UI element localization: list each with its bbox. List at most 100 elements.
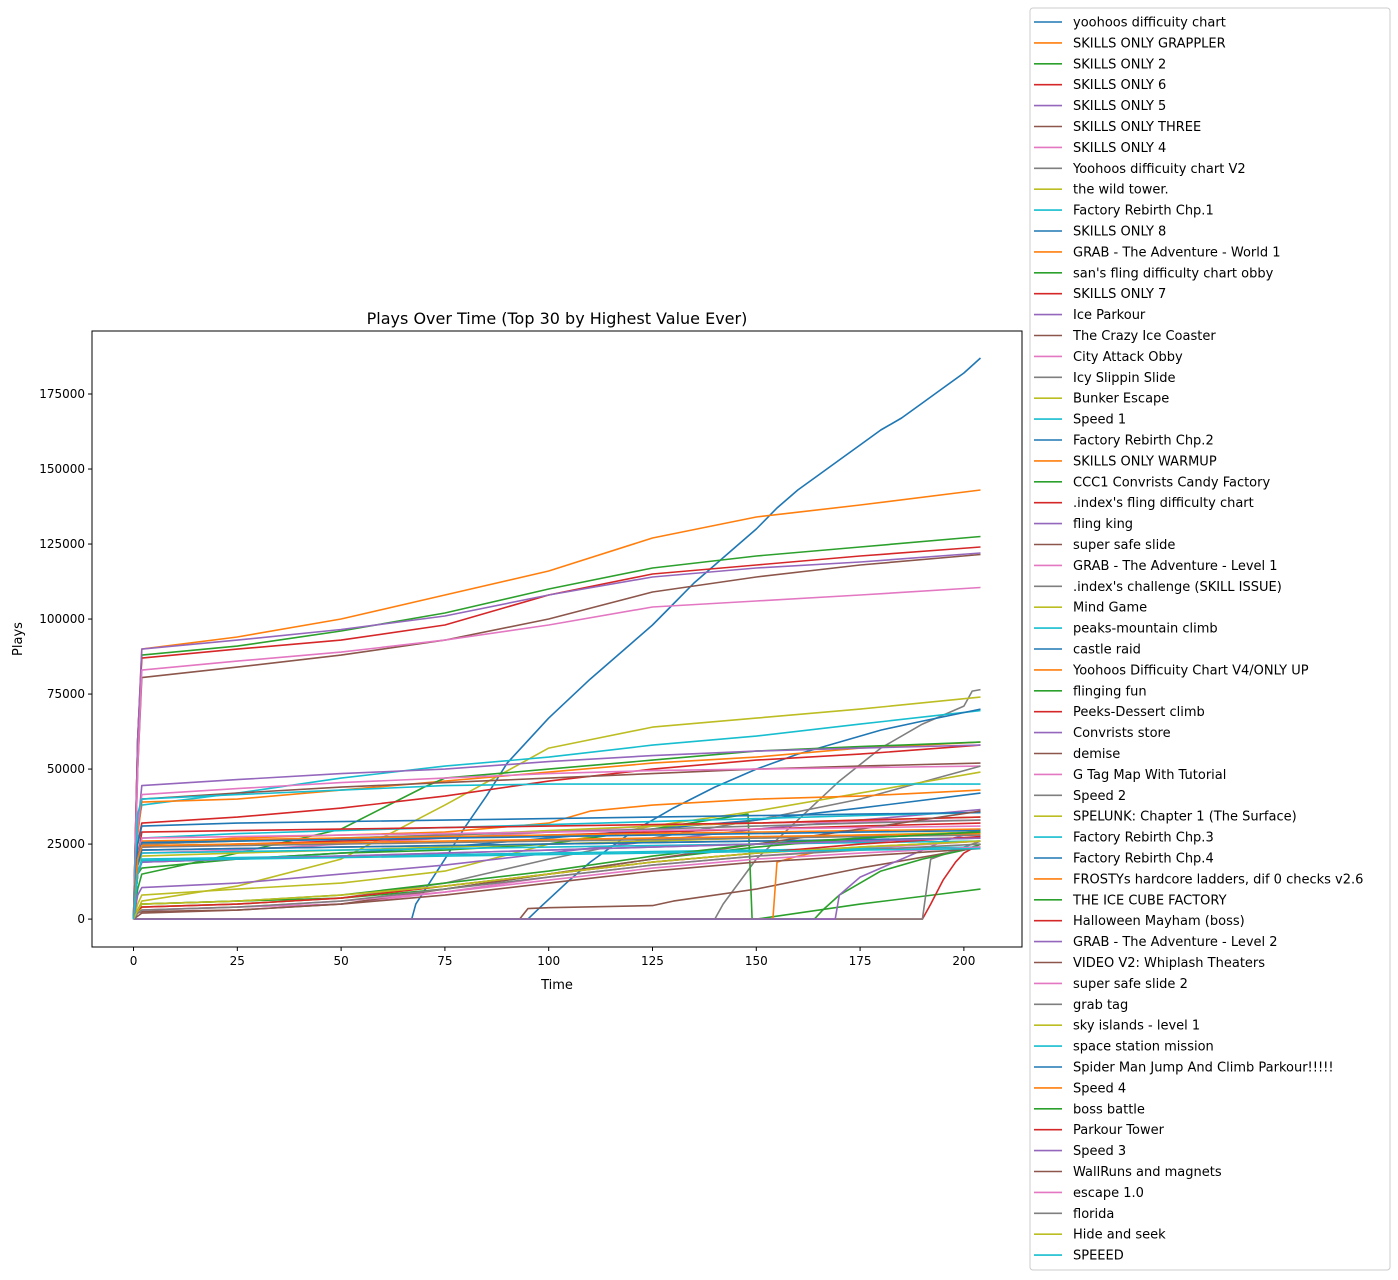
series-line-5 [132,552,981,920]
legend-label-36: demise [1073,747,1120,762]
legend-label-8: Yoohoos difficuity chart V2 [1072,162,1246,177]
y-tick-label-1: 25000 [47,837,85,851]
legend-label-33: flinging fun [1073,684,1147,699]
legend-label-41: Factory Rebirth Chp.4 [1073,852,1214,867]
legend-label-23: CCC1 Convrists Candy Factory [1073,475,1270,490]
y-tick-label-3: 75000 [47,687,85,701]
legend-label-59: Hide and seek [1073,1228,1166,1243]
series-line-60 [132,847,981,920]
legend-label-16: The Crazy Ice Coaster [1072,329,1216,344]
series-line-33 [133,843,981,920]
series-line-9 [132,696,981,920]
legend-label-26: super safe slide [1073,538,1175,553]
legend-label-29: Mind Game [1073,601,1147,616]
series-line-56 [133,847,981,920]
series-line-1 [133,357,982,920]
legend-label-35: Convrists store [1073,726,1171,741]
x-tick-label-3: 75 [437,954,452,968]
legend-label-2: SKILLS ONLY GRAPPLER [1073,36,1226,51]
legend-label-11: SKILLS ONLY 8 [1073,225,1166,240]
legend-frame [1029,7,1391,1271]
legend-label-44: Halloween Mayham (boss) [1073,914,1245,929]
series-line-11 [133,708,981,920]
legend-label-60: SPEEED [1073,1249,1124,1264]
x-tick-label-1: 25 [230,954,245,968]
legend-label-13: san's fling difficulty chart obby [1073,266,1274,281]
legend-label-6: SKILLS ONLY THREE [1073,120,1201,135]
legend-label-52: Speed 4 [1073,1081,1126,1096]
legend-label-37: G Tag Map With Tutorial [1073,768,1226,783]
y-axis-label: Plays [11,622,26,656]
x-tick-label-5: 125 [641,954,664,968]
legend-label-3: SKILLS ONLY 2 [1073,57,1166,72]
x-axis: 0 25 50 75 100 125 150 175 200 [130,947,975,968]
series-line-20 [132,783,981,920]
legend-label-4: SKILLS ONLY 6 [1073,78,1166,93]
legend-label-49: sky islands - level 1 [1073,1019,1200,1034]
legend-label-58: florida [1073,1207,1114,1222]
x-tick-label-4: 100 [537,954,560,968]
legend-label-18: Icy Slippin Slide [1073,371,1176,386]
plot-frame [91,330,1023,948]
legend-label-5: SKILLS ONLY 5 [1073,99,1166,114]
legend-label-34: Peeks-Dessert climb [1073,705,1205,720]
legend: yoohoos difficuity chart SKILLS ONLY GRAP… [1029,7,1391,1271]
legend-label-31: castle raid [1073,643,1141,658]
legend-label-28: .index's challenge (SKILL ISSUE) [1073,580,1282,595]
legend-label-12: GRAB - The Adventure - World 1 [1073,245,1281,260]
legend-label-48: grab tag [1073,998,1128,1013]
legend-label-9: the wild tower. [1073,183,1169,198]
legend-label-15: Ice Parkour [1073,308,1146,323]
legend-label-38: Speed 2 [1073,789,1126,804]
series-layer [132,357,982,920]
y-tick-label-6: 150000 [39,462,85,476]
y-tick-label-4: 100000 [39,612,85,626]
legend-label-32: Yoohoos Difficuity Chart V4/ONLY UP [1072,663,1309,678]
legend-label-22: SKILLS ONLY WARMUP [1073,454,1217,469]
y-axis: 0 25000 50000 75000 100000 125000 150000 175000 [39,387,92,926]
series-line-4 [132,546,981,920]
legend-label-51: Spider Man Jump And Climb Parkour!!!!! [1073,1061,1334,1076]
legend-label-24: .index's fling difficulty chart [1073,496,1254,511]
y-tick-label-0: 0 [77,912,85,926]
series-line-8 [133,688,981,920]
legend-label-42: FROSTYs hardcore ladders, dif 0 checks v… [1073,872,1363,887]
legend-label-10: Factory Rebirth Chp.1 [1073,204,1214,219]
chart-title: Plays Over Time (Top 30 by Highest Value… [367,309,748,328]
legend-label-39: SPELUNK: Chapter 1 (The Surface) [1073,810,1297,825]
series-line-7 [132,586,981,920]
legend-label-47: super safe slide 2 [1073,977,1188,992]
series-line-6 [132,553,981,920]
legend-label-19: Bunker Escape [1073,392,1169,407]
series-line-58 [132,843,981,920]
legend-label-7: SKILLS ONLY 4 [1073,141,1166,156]
legend-label-50: space station mission [1073,1040,1214,1055]
y-tick-label-7: 175000 [39,387,85,401]
legend-label-25: fling king [1073,517,1133,532]
series-line-41 [132,837,981,920]
x-tick-label-7: 175 [849,954,872,968]
legend-label-20: Speed 1 [1073,413,1126,428]
x-tick-label-8: 200 [952,954,975,968]
legend-label-40: Factory Rebirth Chp.3 [1073,831,1214,846]
x-tick-label-0: 0 [130,954,138,968]
series-line-52 [132,832,981,920]
legend-label-57: escape 1.0 [1073,1186,1144,1201]
x-axis-label: Time [540,978,573,993]
y-tick-label-2: 50000 [47,762,85,776]
legend-label-1: yoohoos difficuity chart [1073,16,1226,31]
legend-label-45: GRAB - The Adventure - Level 2 [1073,935,1278,950]
series-line-19 [132,771,981,920]
legend-items: yoohoos difficuity chart SKILLS ONLY GRAP… [1034,16,1363,1264]
y-tick-label-5: 125000 [39,537,85,551]
legend-label-53: boss battle [1073,1102,1145,1117]
series-line-26 [133,846,981,920]
series-line-31 [132,811,981,920]
x-tick-label-6: 150 [745,954,768,968]
legend-label-14: SKILLS ONLY 7 [1073,287,1166,302]
x-tick-label-2: 50 [333,954,348,968]
legend-label-17: City Attack Obby [1073,350,1183,365]
legend-label-46: VIDEO V2: Whiplash Theaters [1073,956,1265,971]
legend-label-56: WallRuns and magnets [1073,1165,1222,1180]
